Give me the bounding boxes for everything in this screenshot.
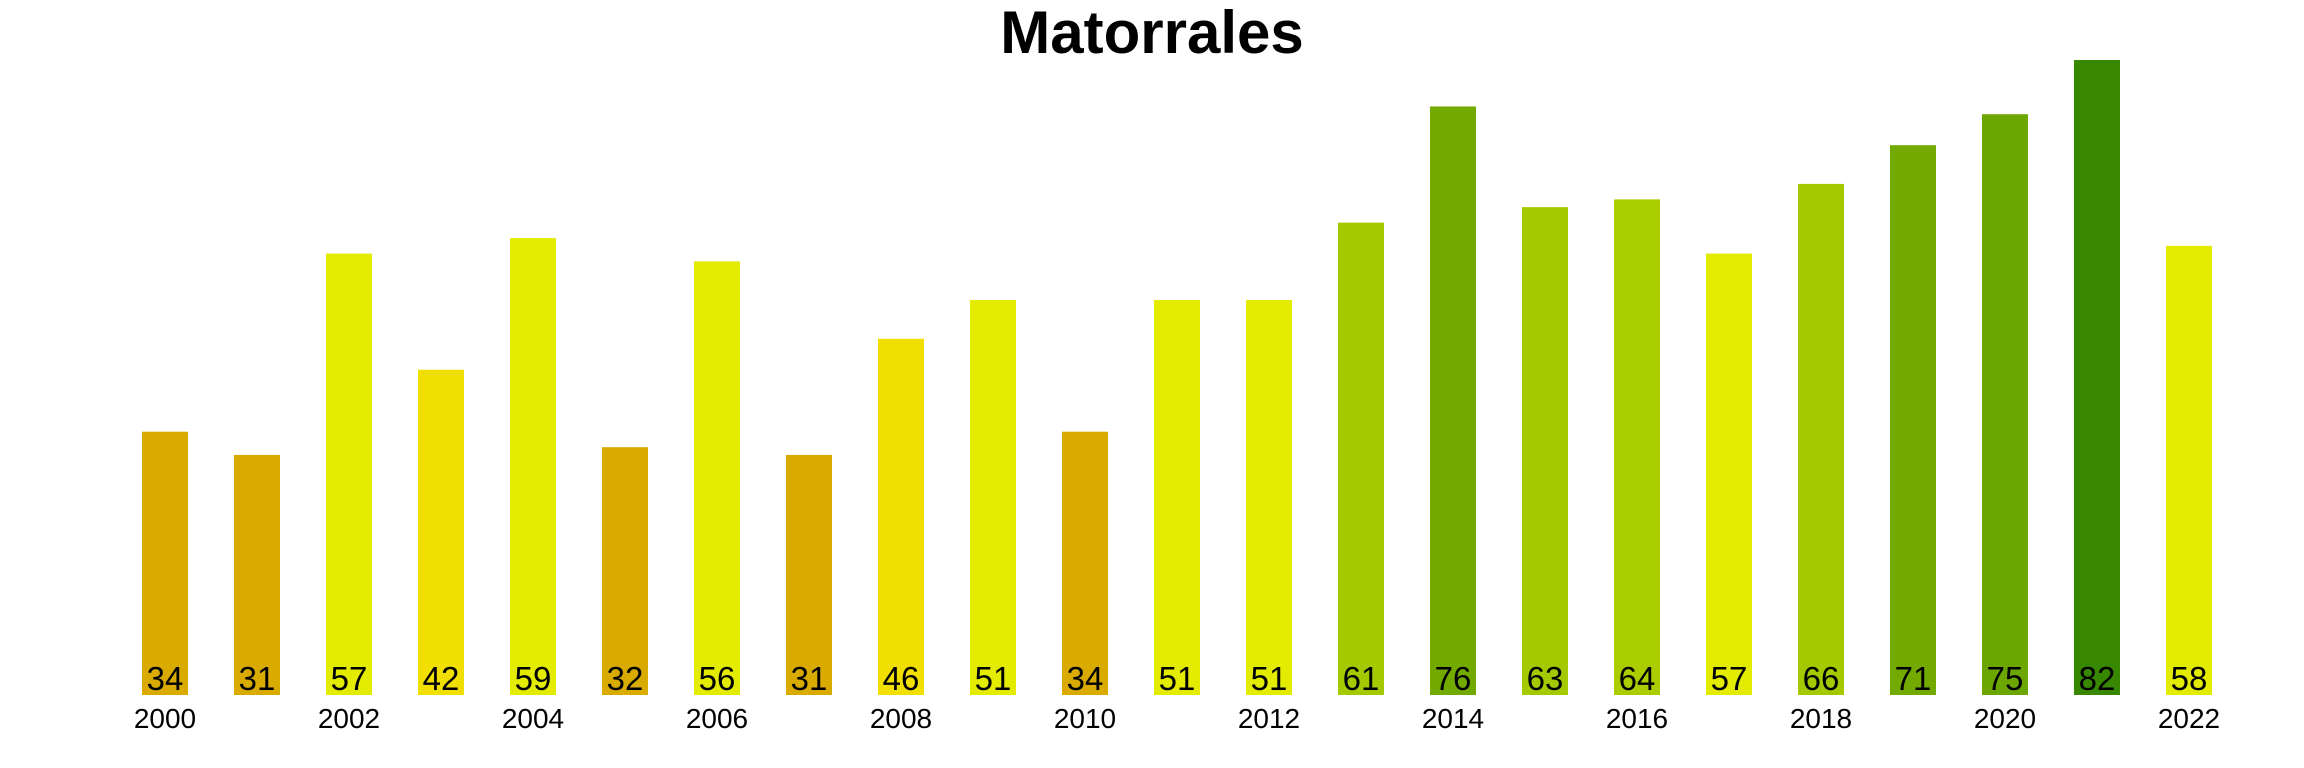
x-tick-label-2006: 2006 xyxy=(686,703,748,734)
value-label-2020: 75 xyxy=(1987,660,2024,697)
value-label-2013: 61 xyxy=(1343,660,1380,697)
value-label-2011: 51 xyxy=(1159,660,1196,697)
bar-2005 xyxy=(602,447,648,695)
value-label-2004: 59 xyxy=(515,660,552,697)
bar-2018 xyxy=(1798,183,1844,695)
bar-2008 xyxy=(878,338,924,695)
bar-2019 xyxy=(1890,145,1936,695)
chart-title: Matorrales xyxy=(1000,0,1304,66)
bar-2001 xyxy=(234,454,280,695)
value-labels-layer: 34 31 57 42 59 32 56 31 46 51 34 51 51 61 76 63 64 57 66 71… xyxy=(147,660,2208,697)
value-label-2003: 42 xyxy=(423,660,460,697)
tick-labels-layer: 2000 2002 2004 2006 2008 2010 2012 2014 2016 2018… xyxy=(134,703,2220,734)
value-label-2022: 58 xyxy=(2171,660,2208,697)
bar-2014 xyxy=(1430,106,1476,695)
value-label-2005: 32 xyxy=(607,660,644,697)
x-tick-label-2022: 2022 xyxy=(2158,703,2220,734)
x-tick-label-2018: 2018 xyxy=(1790,703,1852,734)
bar-2015 xyxy=(1522,207,1568,695)
bar-2012 xyxy=(1246,300,1292,695)
value-label-2002: 57 xyxy=(331,660,368,697)
value-label-2021: 82 xyxy=(2079,660,2116,697)
bar-2022 xyxy=(2166,245,2212,696)
value-label-2000: 34 xyxy=(147,660,184,697)
value-label-2019: 71 xyxy=(1895,660,1932,697)
x-tick-label-2012: 2012 xyxy=(1238,703,1300,734)
bar-2016 xyxy=(1614,199,1660,695)
bar-2011 xyxy=(1154,300,1200,695)
value-label-2006: 56 xyxy=(699,660,736,697)
x-tick-label-2004: 2004 xyxy=(502,703,564,734)
bar-2010 xyxy=(1062,431,1108,695)
x-tick-label-2010: 2010 xyxy=(1054,703,1116,734)
bar-2004 xyxy=(510,238,556,696)
value-label-2015: 63 xyxy=(1527,660,1564,697)
value-label-2016: 64 xyxy=(1619,660,1656,697)
value-label-2014: 76 xyxy=(1435,660,1472,697)
bar-2009 xyxy=(970,300,1016,695)
x-tick-label-2008: 2008 xyxy=(870,703,932,734)
bar-2000 xyxy=(142,431,188,695)
bar-2020 xyxy=(1982,114,2028,695)
bar-2021 xyxy=(2074,60,2120,695)
value-label-2008: 46 xyxy=(883,660,920,697)
value-label-2007: 31 xyxy=(791,660,828,697)
x-tick-label-2002: 2002 xyxy=(318,703,380,734)
value-label-2001: 31 xyxy=(239,660,276,697)
bar-2003 xyxy=(418,369,464,695)
x-tick-label-2016: 2016 xyxy=(1606,703,1668,734)
bar-2006 xyxy=(694,261,740,695)
value-label-2010: 34 xyxy=(1067,660,1104,697)
bar-2013 xyxy=(1338,222,1384,695)
x-tick-label-2014: 2014 xyxy=(1422,703,1484,734)
bar-2007 xyxy=(786,454,832,695)
value-label-2018: 66 xyxy=(1803,660,1840,697)
value-label-2012: 51 xyxy=(1251,660,1288,697)
bar-2017 xyxy=(1706,253,1752,695)
bar-2002 xyxy=(326,253,372,695)
x-tick-label-2000: 2000 xyxy=(134,703,196,734)
value-label-2009: 51 xyxy=(975,660,1012,697)
x-tick-label-2020: 2020 xyxy=(1974,703,2036,734)
value-label-2017: 57 xyxy=(1711,660,1748,697)
bars-layer xyxy=(142,60,2212,696)
